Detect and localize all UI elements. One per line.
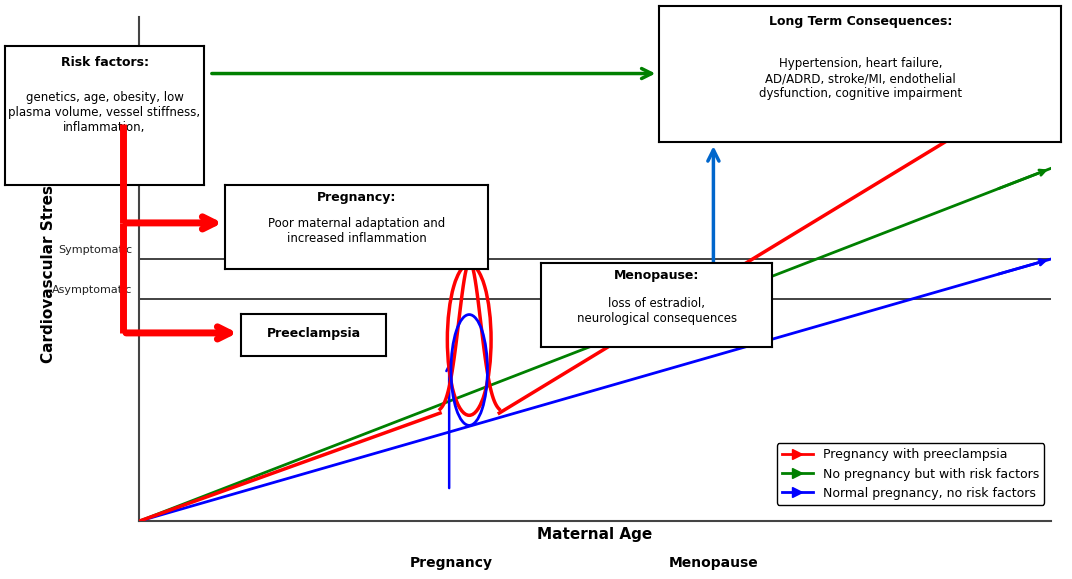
Text: Asymptomatic: Asymptomatic (51, 285, 132, 295)
Text: Pregnancy: Pregnancy (410, 556, 492, 570)
Text: Poor maternal adaptation and
increased inflammation: Poor maternal adaptation and increased i… (268, 217, 445, 245)
Text: Menopause: Menopause (669, 556, 758, 570)
Legend: Pregnancy with preeclampsia, No pregnancy but with risk factors, Normal pregnanc: Pregnancy with preeclampsia, No pregnanc… (777, 444, 1044, 505)
Text: Risk factors:: Risk factors: (60, 56, 149, 69)
Text: genetics, age, obesity, low
plasma volume, vessel stiffness,
inflammation,: genetics, age, obesity, low plasma volum… (9, 91, 200, 134)
Text: Long Term Consequences:: Long Term Consequences: (769, 15, 952, 28)
Text: Pregnancy:: Pregnancy: (316, 191, 397, 204)
Text: loss of estradiol,
neurological consequences: loss of estradiol, neurological conseque… (577, 297, 736, 325)
Text: Symptomatic: Symptomatic (58, 245, 132, 255)
X-axis label: Maternal Age: Maternal Age (537, 527, 653, 542)
Text: Cardiovascular Stress: Cardiovascular Stress (41, 176, 56, 362)
Text: Preeclampsia: Preeclampsia (267, 327, 360, 340)
Text: Menopause:: Menopause: (614, 269, 699, 283)
Text: Hypertension, heart failure,
AD/ADRD, stroke/MI, endothelial
dysfunction, cognit: Hypertension, heart failure, AD/ADRD, st… (759, 57, 962, 101)
